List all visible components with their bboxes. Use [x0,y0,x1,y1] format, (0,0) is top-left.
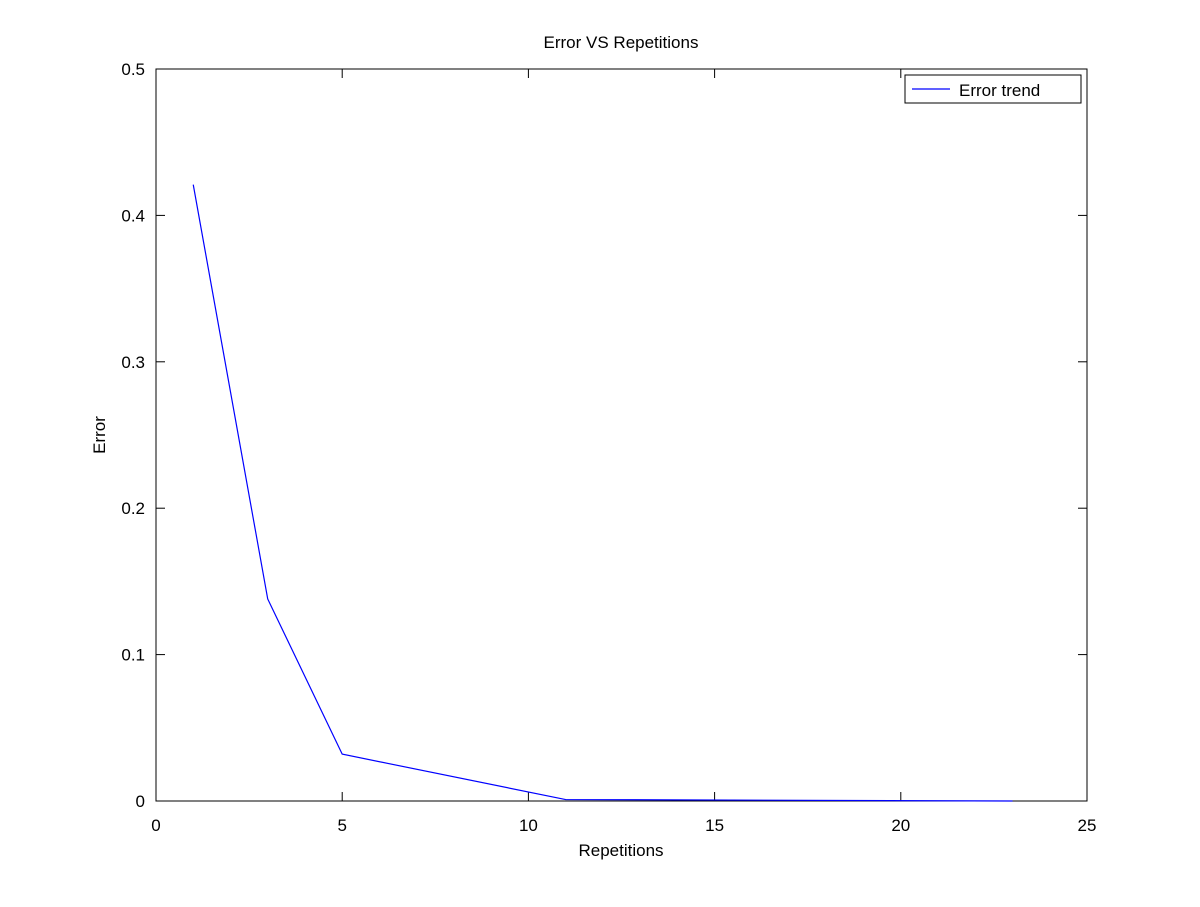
x-tick-label: 10 [519,816,538,835]
legend: Error trend [905,75,1081,103]
y-axis-label: Error [90,416,109,454]
y-tick-label: 0.3 [121,353,145,372]
y-tick-label: 0 [136,792,145,811]
legend-label-error-trend: Error trend [959,81,1040,100]
x-tick-label: 5 [337,816,346,835]
x-tick-label: 15 [705,816,724,835]
chart-title: Error VS Repetitions [544,33,699,52]
y-tick-label: 0.5 [121,60,145,79]
x-axis-label: Repetitions [578,841,663,860]
x-tick-label: 0 [151,816,160,835]
y-tick-label: 0.2 [121,499,145,518]
x-tick-label: 20 [891,816,910,835]
x-tick-label: 25 [1078,816,1097,835]
y-tick-label: 0.1 [121,646,145,665]
y-tick-label: 0.4 [121,206,145,225]
